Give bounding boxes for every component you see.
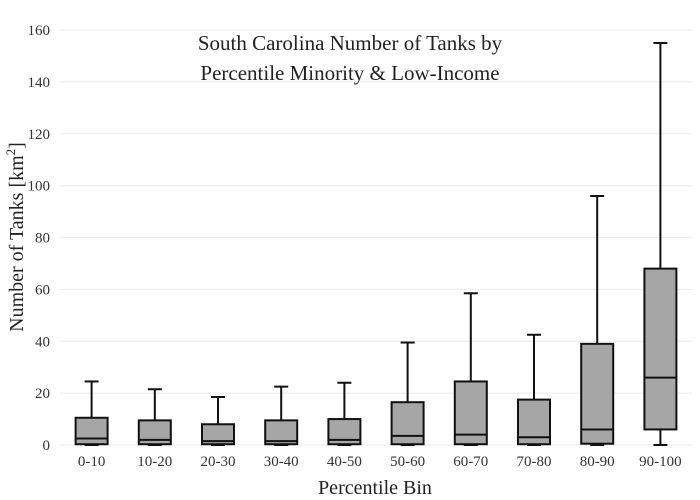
x-tick-label: 80-90 bbox=[580, 454, 615, 470]
chart-title-line-1: South Carolina Number of Tanks by bbox=[198, 31, 503, 55]
x-tick-label: 20-30 bbox=[201, 454, 236, 470]
interquartile-box bbox=[201, 423, 235, 446]
y-axis-label: Number of Tanks [km2] bbox=[3, 142, 28, 332]
interquartile-box bbox=[390, 401, 425, 446]
box-20-30 bbox=[201, 396, 235, 446]
x-tick-label: 70-80 bbox=[517, 454, 552, 470]
box-series bbox=[74, 41, 678, 446]
box-90-100 bbox=[643, 41, 678, 446]
interquartile-box bbox=[643, 267, 678, 431]
y-tick-label: 100 bbox=[28, 179, 51, 195]
box-30-40 bbox=[264, 385, 299, 446]
box-10-20 bbox=[137, 388, 172, 446]
y-tick-label: 20 bbox=[35, 386, 50, 402]
y-tick-label: 80 bbox=[35, 231, 50, 247]
y-tick-label: 40 bbox=[35, 334, 50, 350]
chart-title-line-2: Percentile Minority & Low-Income bbox=[200, 61, 499, 85]
y-tick-label: 120 bbox=[28, 127, 51, 143]
y-tick-label: 60 bbox=[35, 282, 50, 298]
interquartile-box bbox=[264, 419, 299, 446]
y-tick-label: 0 bbox=[43, 438, 51, 454]
box-0-10 bbox=[74, 380, 109, 446]
y-tick-label: 160 bbox=[28, 23, 51, 39]
x-tick-label: 50-60 bbox=[390, 454, 425, 470]
x-axis-ticks: 0-10 10-20 20-30 30-40 40-50 50-60 60-70 70-80 8… bbox=[78, 454, 682, 470]
x-tick-label: 10-20 bbox=[137, 454, 172, 470]
box-50-60 bbox=[390, 341, 425, 446]
y-tick-label: 140 bbox=[28, 75, 51, 91]
x-tick-label: 30-40 bbox=[264, 454, 299, 470]
y-axis-label-main: Number of Tanks [km bbox=[6, 155, 28, 332]
y-axis-label-superscript: 2 bbox=[3, 149, 18, 156]
interquartile-box bbox=[74, 416, 109, 446]
x-axis-label: Percentile Bin bbox=[318, 477, 432, 499]
interquartile-box bbox=[580, 342, 615, 445]
box-60-70 bbox=[453, 292, 488, 446]
x-tick-label: 90-100 bbox=[639, 454, 682, 470]
box-80-90 bbox=[580, 195, 615, 446]
box-40-50 bbox=[327, 381, 362, 446]
x-tick-label: 40-50 bbox=[327, 454, 362, 470]
interquartile-box bbox=[137, 419, 172, 446]
grid-lines bbox=[60, 29, 692, 446]
x-tick-label: 0-10 bbox=[78, 454, 106, 470]
y-axis-label-close: ] bbox=[6, 142, 28, 149]
box-70-80 bbox=[517, 333, 551, 446]
x-tick-label: 60-70 bbox=[453, 454, 488, 470]
y-axis-ticks: 0 20 40 60 80 100 120 140 160 bbox=[28, 23, 51, 454]
